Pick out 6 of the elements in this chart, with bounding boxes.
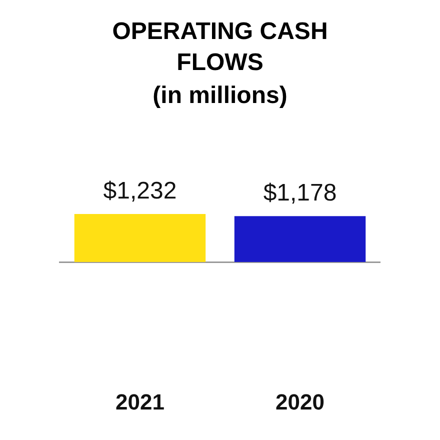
data-label: $1,178 xyxy=(263,180,337,207)
data-label: $1,232 xyxy=(103,178,177,205)
chart-subtitle: (in millions) xyxy=(152,81,288,111)
x-tick-label: 2021 xyxy=(116,389,164,414)
x-tick-label: 2020 xyxy=(276,389,324,414)
chart-title: OPERATING CASH FLOWS xyxy=(111,17,329,78)
